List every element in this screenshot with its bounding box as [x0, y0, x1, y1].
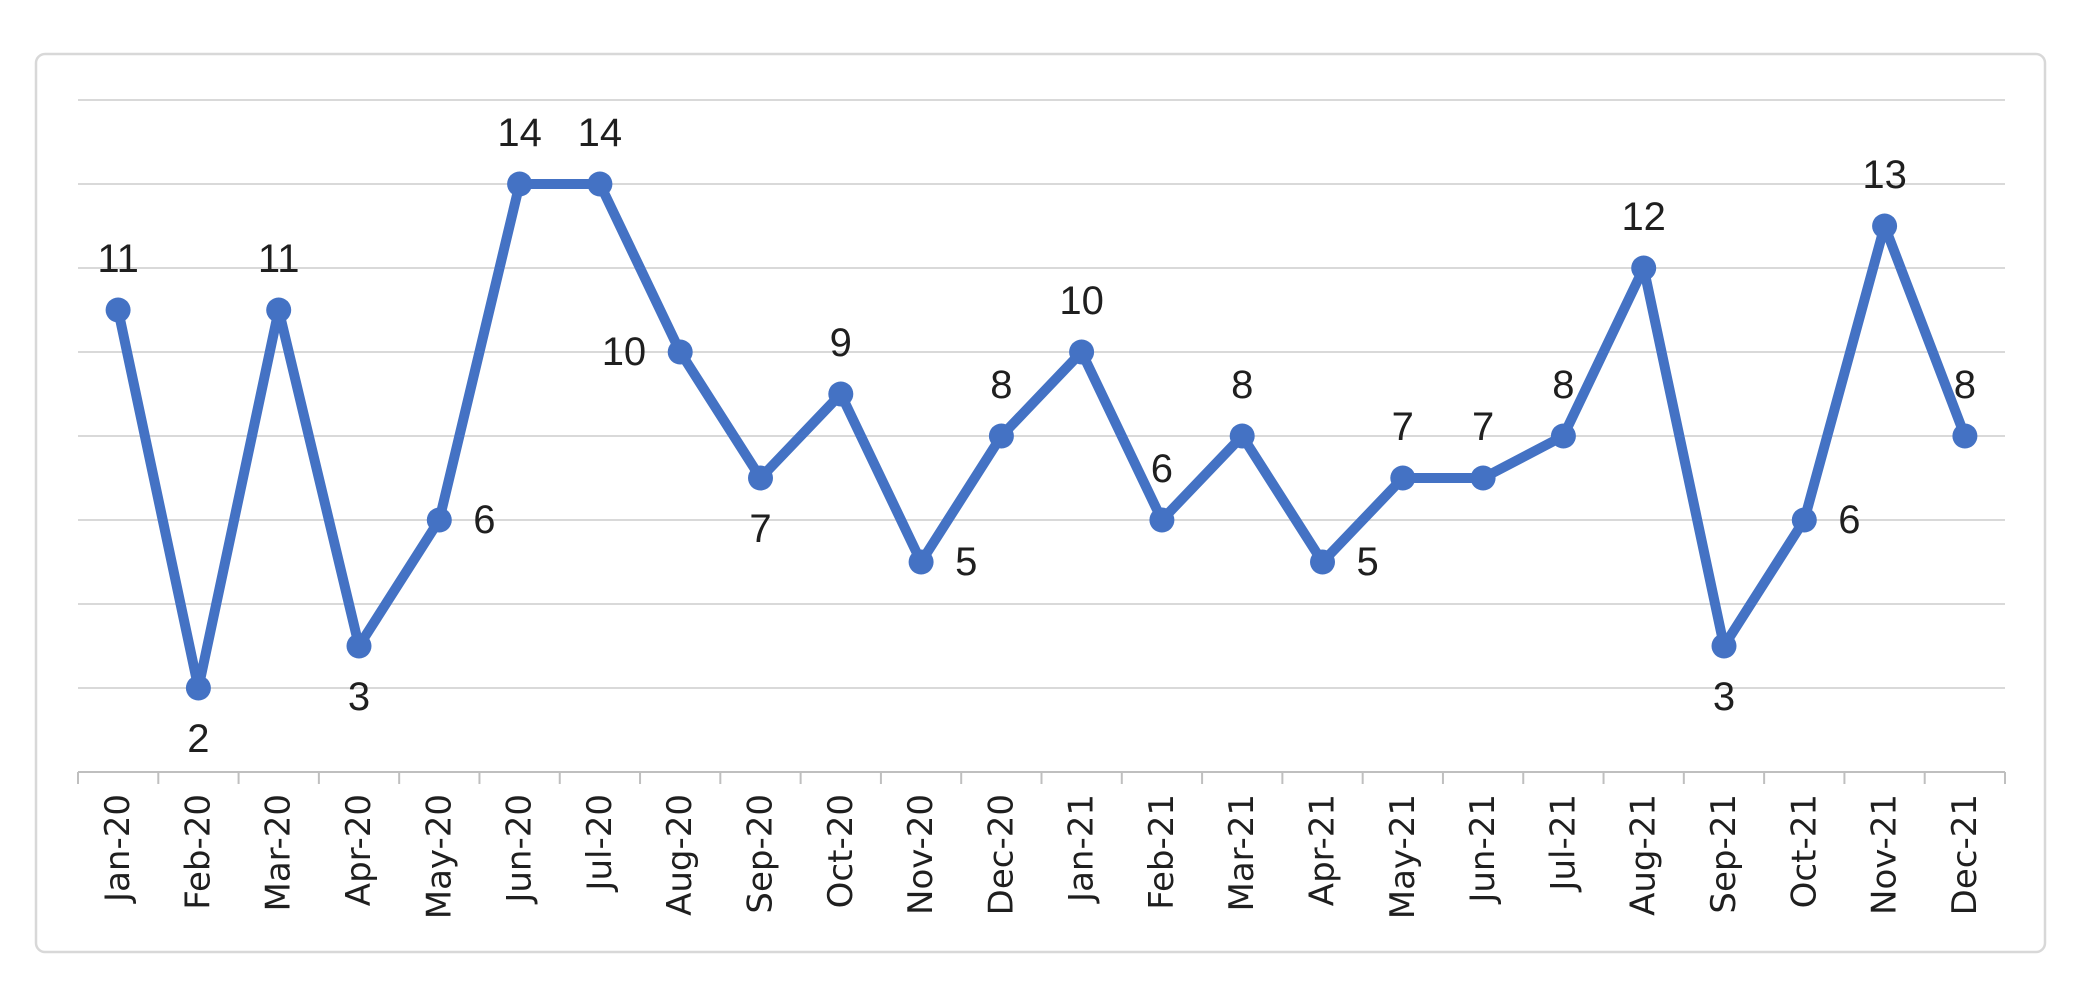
x-axis-label-May-21: May-21	[1383, 794, 1423, 919]
x-axis-label-Jul-21: Jul-21	[1543, 794, 1583, 893]
x-axis-label-Dec-21: Dec-21	[1945, 794, 1985, 915]
data-label-Apr-21: 5	[1357, 540, 1379, 584]
data-point-marker-Mar-21	[1229, 423, 1255, 449]
data-label-Dec-20: 8	[990, 363, 1012, 407]
data-point-marker-Jun-21	[1470, 465, 1496, 491]
x-axis-label-Jun-20: Jun-20	[500, 794, 540, 905]
x-axis-label-Oct-21: Oct-21	[1784, 794, 1824, 908]
data-label-Feb-21: 6	[1151, 447, 1173, 491]
data-label-Feb-20: 2	[187, 717, 209, 761]
data-point-marker-Aug-21	[1631, 255, 1657, 281]
data-label-Aug-20: 10	[602, 330, 647, 374]
x-axis-label-Mar-21: Mar-21	[1222, 794, 1262, 912]
data-point-marker-Jan-20	[105, 297, 131, 323]
x-axis-label-Sep-21: Sep-21	[1704, 794, 1744, 914]
data-label-Mar-21: 8	[1231, 363, 1253, 407]
data-point-marker-Aug-20	[667, 339, 693, 365]
x-axis-label-Jan-20: Jan-20	[98, 794, 138, 904]
data-label-Jan-20: 11	[97, 237, 139, 281]
data-point-marker-May-21	[1390, 465, 1416, 491]
data-point-marker-Mar-20	[266, 297, 292, 323]
data-point-marker-Feb-21	[1149, 507, 1175, 533]
data-label-Sep-20: 7	[749, 507, 771, 551]
x-axis-label-Aug-21: Aug-21	[1624, 794, 1664, 916]
data-label-Mar-20: 11	[258, 237, 300, 281]
x-axis-label-Feb-20: Feb-20	[178, 794, 218, 910]
data-point-marker-Feb-20	[185, 675, 211, 701]
x-axis-label-Aug-20: Aug-20	[660, 794, 700, 916]
data-point-marker-Apr-20	[346, 633, 372, 659]
data-label-Oct-20: 9	[830, 321, 852, 365]
data-point-marker-Oct-21	[1791, 507, 1817, 533]
data-label-Sep-21: 3	[1713, 675, 1735, 719]
data-label-May-21: 7	[1392, 405, 1414, 449]
data-label-Dec-21: 8	[1954, 363, 1976, 407]
data-label-May-20: 6	[473, 498, 495, 542]
x-axis-label-Apr-21: Apr-21	[1303, 794, 1343, 906]
data-point-marker-Jan-21	[1069, 339, 1095, 365]
data-point-marker-Jul-21	[1550, 423, 1576, 449]
data-point-marker-Dec-20	[988, 423, 1014, 449]
x-axis-label-Sep-20: Sep-20	[741, 794, 781, 914]
data-point-marker-Apr-21	[1310, 549, 1335, 575]
x-axis-label-Dec-20: Dec-20	[981, 794, 1021, 915]
data-point-marker-Jul-20	[587, 171, 613, 197]
data-point-marker-May-20	[426, 507, 452, 533]
data-label-Jun-20: 14	[497, 111, 542, 155]
data-point-marker-Sep-20	[748, 465, 773, 491]
data-point-marker-Oct-20	[828, 381, 854, 407]
chart-border	[34, 52, 2047, 954]
data-label-Oct-21: 6	[1838, 498, 1860, 542]
data-label-Nov-21: 13	[1862, 153, 1907, 197]
series-line	[113, 179, 1970, 693]
x-axis-label-Jul-20: Jul-20	[580, 794, 620, 893]
x-axis-label-Feb-21: Feb-21	[1142, 794, 1182, 910]
data-point-marker-Nov-21	[1872, 213, 1898, 239]
x-axis-label-May-20: May-20	[419, 794, 459, 919]
x-axis-label-Mar-20: Mar-20	[259, 794, 299, 912]
x-axis-label-Nov-21: Nov-21	[1865, 794, 1905, 915]
data-label-Aug-21: 12	[1621, 195, 1666, 239]
data-point-marker-Nov-20	[908, 549, 934, 575]
data-label-Jan-21: 10	[1059, 279, 1104, 323]
x-axis-label-Jun-21: Jun-21	[1463, 794, 1503, 905]
x-axis-label-Apr-20: Apr-20	[339, 794, 379, 906]
x-axis-label-Nov-20: Nov-20	[901, 794, 941, 915]
data-label-Jul-21: 8	[1552, 363, 1574, 407]
data-label-Nov-20: 5	[955, 540, 977, 584]
data-point-marker-Dec-21	[1952, 423, 1978, 449]
data-point-marker-Jun-20	[507, 171, 533, 197]
data-point-marker-Sep-21	[1711, 633, 1737, 659]
data-label-Jun-21: 7	[1472, 405, 1494, 449]
x-axis-label-Jan-21: Jan-21	[1062, 794, 1102, 904]
data-label-Jul-20: 14	[578, 111, 623, 155]
data-label-Apr-20: 3	[348, 675, 370, 719]
x-axis-label-Oct-20: Oct-20	[821, 794, 861, 908]
